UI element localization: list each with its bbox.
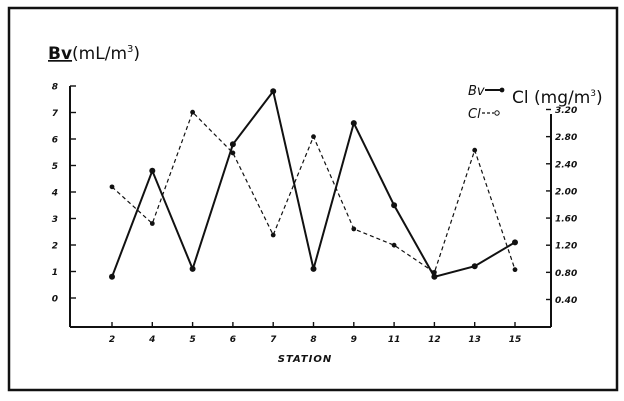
series-layer bbox=[109, 88, 518, 280]
data-point-cl bbox=[351, 226, 357, 232]
x-tick-label: 5 bbox=[189, 335, 195, 345]
right-axis-title-close: ) bbox=[596, 88, 603, 108]
data-point-bv bbox=[229, 141, 236, 148]
left-axis-title-sup: 3 bbox=[127, 44, 133, 55]
right-axis-title-sup: 3 bbox=[590, 89, 596, 99]
legend-marker-bv bbox=[499, 87, 505, 93]
data-point-cl bbox=[512, 267, 518, 273]
data-point-cl bbox=[190, 109, 196, 115]
data-point-cl bbox=[472, 147, 478, 153]
x-axis-title: STATION bbox=[278, 354, 332, 365]
x-tick-label: 7 bbox=[270, 335, 277, 345]
x-tick-label: 8 bbox=[310, 335, 316, 345]
left-axis-title-close: ) bbox=[133, 44, 140, 64]
legend-label-bv: Bv bbox=[468, 84, 485, 99]
legend: Bv Cl bbox=[468, 84, 505, 122]
left-axis-title-unit: (mL/m bbox=[72, 44, 127, 64]
left-tick-label: 0 bbox=[52, 295, 58, 305]
data-point-bv bbox=[310, 265, 317, 272]
left-tick-label: 4 bbox=[51, 189, 58, 199]
data-point-bv bbox=[391, 202, 398, 209]
left-axis-title: Bv(mL/m3) bbox=[48, 44, 140, 64]
x-tick-label: 9 bbox=[351, 335, 357, 345]
left-tick-label: 8 bbox=[52, 83, 58, 93]
right-tick-label: 0.80 bbox=[555, 269, 577, 279]
x-tick-label: 2 bbox=[109, 335, 115, 345]
left-tick-label: 1 bbox=[52, 268, 58, 278]
left-axis-title-prefix: Bv bbox=[48, 44, 72, 64]
right-tick-label: 0.40 bbox=[555, 296, 577, 306]
left-axis-ticks: 0 1 2 3 4 5 6 7 8 bbox=[51, 83, 76, 305]
x-tick-label: 4 bbox=[148, 335, 155, 345]
left-tick-label: 3 bbox=[52, 215, 58, 225]
data-point-bv bbox=[109, 273, 115, 280]
right-tick-label: 1.20 bbox=[555, 242, 577, 252]
right-tick-label: 2.00 bbox=[555, 187, 577, 197]
x-tick-label: 13 bbox=[468, 335, 481, 345]
legend-label-cl: Cl bbox=[468, 107, 481, 122]
data-point-cl bbox=[109, 184, 115, 190]
right-tick-label: 3.20 bbox=[555, 106, 577, 116]
left-tick-label: 6 bbox=[52, 136, 58, 146]
right-axis-ticks: 0.40 0.80 1.20 1.60 2.00 2.40 2.80 3.20 bbox=[546, 106, 577, 306]
series-line-bv bbox=[111, 88, 516, 278]
x-axis-ticks: 2 4 5 6 7 8 9 11 12 13 15 bbox=[109, 322, 521, 345]
right-tick-label: 1.60 bbox=[555, 215, 577, 225]
x-tick-label: 6 bbox=[230, 335, 236, 345]
data-point-bv bbox=[149, 167, 156, 174]
data-point-bv bbox=[471, 263, 478, 270]
data-point-cl bbox=[230, 150, 236, 156]
data-point-cl bbox=[311, 134, 316, 140]
data-point-cl bbox=[391, 242, 397, 248]
data-point-bv bbox=[270, 88, 277, 95]
left-tick-label: 7 bbox=[52, 109, 59, 119]
data-point-cl bbox=[432, 269, 437, 275]
data-point-bv bbox=[189, 265, 196, 272]
right-axis-title-text: Cl (mg/m bbox=[512, 88, 590, 108]
x-tick-label: 11 bbox=[388, 335, 401, 345]
data-point-cl bbox=[270, 232, 276, 238]
left-tick-label: 5 bbox=[52, 162, 58, 172]
data-point-bv bbox=[431, 273, 438, 280]
right-tick-label: 2.40 bbox=[555, 160, 577, 170]
x-tick-label: 15 bbox=[509, 335, 522, 345]
right-tick-label: 2.80 bbox=[555, 133, 577, 143]
right-axis-title: Cl (mg/m3) bbox=[512, 88, 603, 108]
data-point-bv bbox=[512, 239, 518, 246]
figure-frame bbox=[7, 6, 619, 392]
left-tick-label: 2 bbox=[52, 242, 58, 252]
data-point-cl bbox=[149, 221, 155, 226]
legend-marker-cl bbox=[494, 110, 500, 116]
x-tick-label: 12 bbox=[428, 335, 441, 345]
data-point-bv bbox=[350, 120, 357, 127]
